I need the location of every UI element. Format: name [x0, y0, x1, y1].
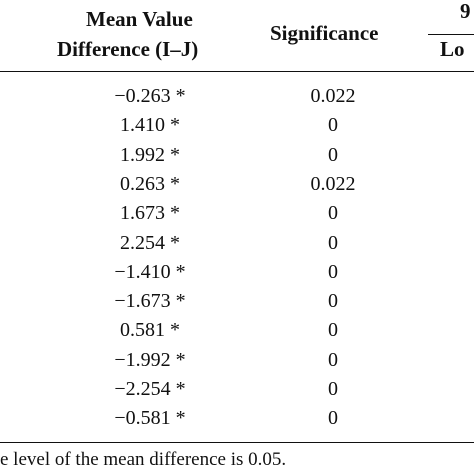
significance-cell: 0.022 — [310, 85, 356, 107]
header-lower-partial: Lo — [440, 37, 465, 61]
ci-header-rule — [428, 34, 474, 35]
significance-cell: 0 — [328, 232, 338, 254]
mean-difference-cell: 0.263 * — [120, 173, 180, 195]
mean-difference-cell: 1.673 * — [120, 202, 180, 224]
mean-difference-cell: −1.992 * — [114, 349, 186, 371]
significance-cell: 0.022 — [310, 173, 356, 195]
mean-difference-cell: −1.410 * — [114, 261, 186, 283]
mean-difference-cell: 2.254 * — [120, 232, 180, 254]
header-ci-partial: 9 — [460, 0, 471, 23]
mean-difference-cell: −0.263 * — [114, 85, 186, 107]
mean-difference-cell: 1.992 * — [120, 144, 180, 166]
mean-difference-cell: 0.581 * — [120, 319, 180, 341]
significance-cell: 0 — [328, 319, 338, 341]
mean-difference-cell: 1.410 * — [120, 114, 180, 136]
significance-cell: 0 — [328, 261, 338, 283]
mean-difference-cell: −2.254 * — [114, 378, 186, 400]
header-significance: Significance — [270, 21, 379, 45]
significance-cell: 0 — [328, 202, 338, 224]
significance-cell: 0 — [328, 290, 338, 312]
mean-difference-cell: −0.581 * — [114, 407, 186, 429]
significance-cell: 0 — [328, 144, 338, 166]
significance-cell: 0 — [328, 407, 338, 429]
significance-cell: 0 — [328, 114, 338, 136]
mean-difference-cell: −1.673 * — [114, 290, 186, 312]
header-diff-line2: Difference (I–J) — [57, 37, 199, 61]
header-diff-line1: Mean Value — [86, 7, 193, 31]
footnote: e level of the mean difference is 0.05. — [0, 449, 287, 470]
significance-cell: 0 — [328, 349, 338, 371]
header-bottom-rule — [0, 71, 474, 72]
significance-cell: 0 — [328, 378, 338, 400]
table-bottom-rule — [0, 442, 474, 443]
